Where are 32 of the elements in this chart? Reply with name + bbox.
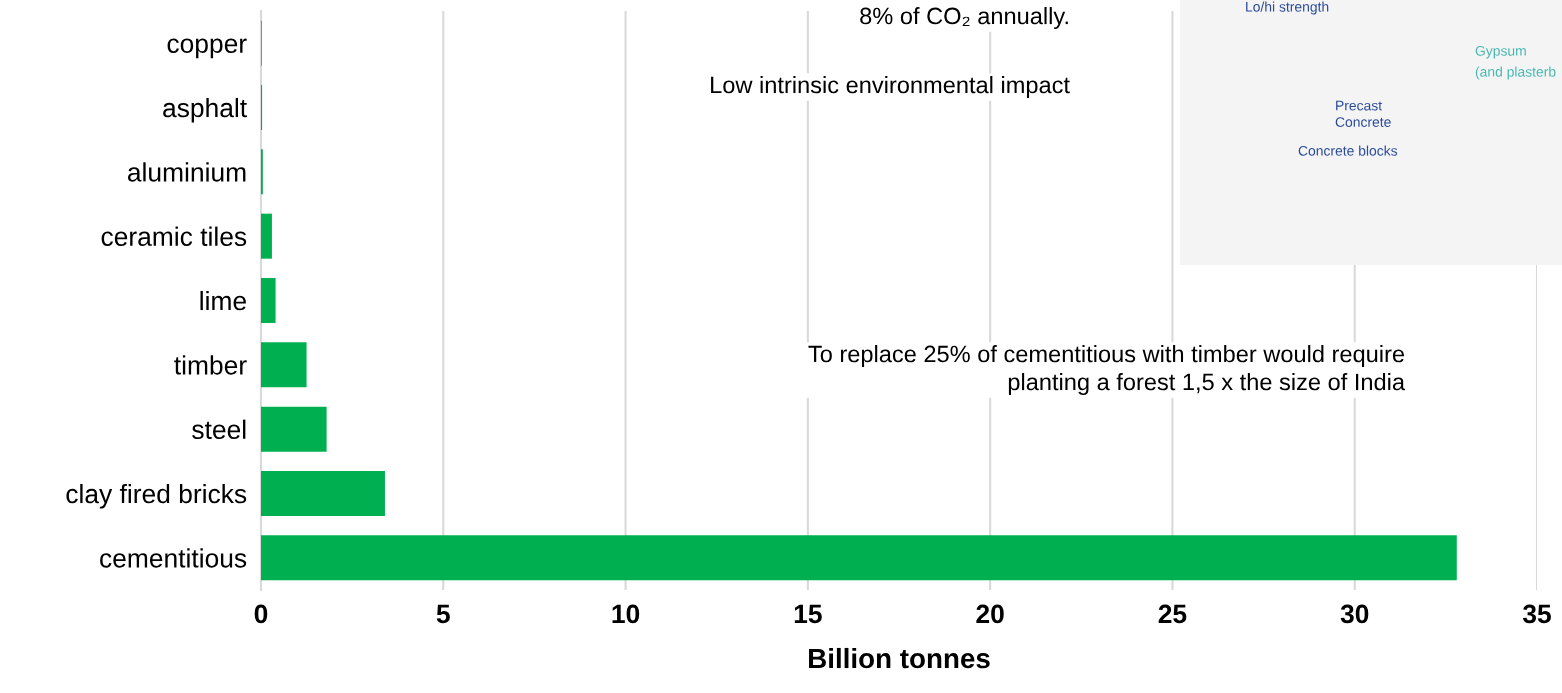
y-tick-label: timber	[174, 355, 247, 375]
bar	[261, 342, 307, 388]
annotation: Precast Concrete	[1335, 100, 1391, 127]
y-tick-label: cementitious	[100, 548, 247, 568]
x-axis-title: Billion tonnes	[809, 647, 990, 669]
x-tick-label: 35	[1522, 604, 1551, 624]
annotation: (and plasterb	[1475, 66, 1556, 80]
annotation: Lo/hi strength	[1246, 1, 1329, 15]
annotation: 8% of CO₂ annually.	[860, 7, 1068, 30]
bar	[261, 535, 1457, 581]
y-tick-label: copper	[167, 38, 247, 59]
bar	[261, 406, 327, 452]
y-tick-label: clay fired bricks	[66, 483, 247, 509]
y-tick-label: ceramic tiles	[101, 226, 247, 246]
x-tick-label: 0	[254, 604, 268, 624]
bar	[261, 213, 272, 259]
x-tick-label: 30	[1340, 604, 1369, 624]
x-tick-label: 5	[436, 604, 450, 624]
annotation: To replace 25% of cementitious with timber would require planting a forest 1,5 x the size of India	[808, 345, 1406, 395]
annotation: Low intrinsic environmental impact	[711, 76, 1070, 99]
bar	[261, 277, 276, 324]
y-tick-label: steel	[192, 419, 246, 439]
annotation: Concrete blocks	[1298, 145, 1398, 156]
x-tick-label: 10	[612, 604, 640, 624]
x-tick-label: 20	[976, 604, 1004, 624]
x-tick-label: 15	[794, 604, 822, 624]
x-tick-label: 25	[1158, 604, 1187, 624]
bar	[261, 470, 385, 517]
y-tick-label: aluminium	[127, 162, 246, 182]
annotation: Gypsum	[1475, 45, 1526, 59]
y-tick-label: asphalt	[163, 97, 247, 123]
y-tick-label: lime	[200, 290, 246, 311]
